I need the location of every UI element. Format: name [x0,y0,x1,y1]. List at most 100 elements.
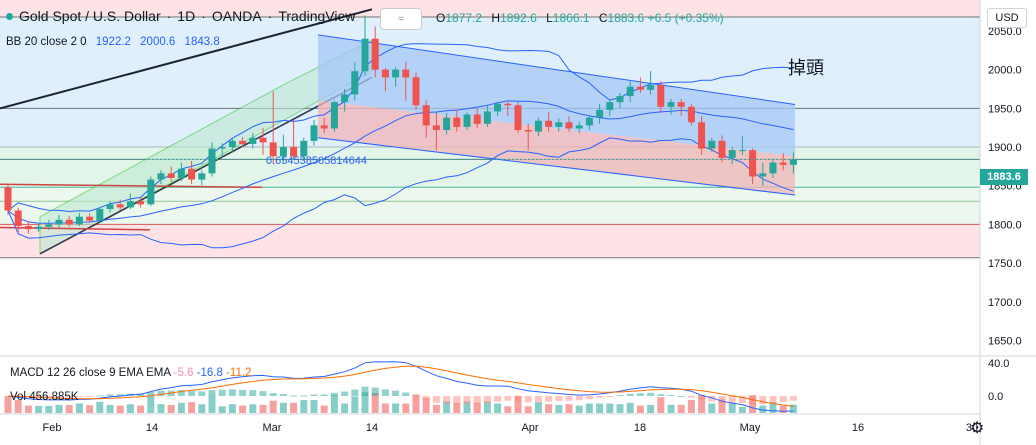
volume-bar [279,402,287,413]
macd-histogram-bar [402,392,410,396]
candle-body [616,95,624,103]
volume-bar [341,403,349,413]
fib-level-label: 0.654538505814644 [266,155,367,167]
price-tick-label: 1800.0 [988,219,1022,231]
volume-bar [402,403,410,413]
volume-bar [698,395,706,413]
macd-histogram-bar [473,396,481,405]
time-tick-label: 30 [966,422,978,434]
candle-body [198,173,206,180]
currency-button[interactable]: USD [987,8,1027,28]
volume-bar [616,404,624,413]
volume-bar [290,402,298,413]
candle-body [392,69,400,78]
candle-body [75,216,83,225]
macd-histogram-bar [361,386,369,396]
candle-body [55,219,63,225]
chart-annotation[interactable]: 掉頭 [788,58,824,78]
bb-label: BB 20 close 2 0 [6,36,87,48]
macd-histogram-bar [524,396,532,403]
volume-bar [483,401,491,413]
macd-histogram-bar [290,395,298,397]
macd-histogram-bar [616,395,624,397]
macd-histogram-bar [626,393,634,396]
candle-body [259,137,267,143]
macd-legend[interactable]: MACD 12 26 close 9 EMA EMA -5.6 -16.8 -1… [10,367,251,379]
candle-body [177,168,185,178]
macd-histogram-bar [310,394,318,396]
candle-body [687,106,695,123]
volume-bar [626,402,634,413]
macd-histogram-bar [769,396,777,404]
bb-lower-band [7,137,794,249]
volume-bar [228,404,236,413]
volume-bar [96,401,104,413]
macd-histogram-bar [239,389,247,396]
macd-histogram-bar [269,393,277,396]
volume-bar [514,395,522,413]
platform-label: TradingView [278,8,356,24]
price-tick-label: 1700.0 [988,297,1022,309]
macd-histogram-bar [259,391,267,396]
candle-body [320,125,328,129]
candle-body [718,140,726,158]
candle-body [647,85,655,90]
candle-body [24,225,32,230]
volume-bar [453,402,461,413]
candle-body [361,38,369,72]
vol-label: Vol [10,391,26,403]
volume-bar [188,402,196,413]
volume-bar [249,404,257,413]
macd-tick-label: 40.0 [988,358,1009,370]
macd-histogram-bar [596,396,604,398]
candle-body [626,86,634,96]
macd-histogram-bar [606,396,614,397]
candle-body [504,103,512,106]
time-tick-label: Apr [521,422,538,434]
symbol-title[interactable]: Gold Spot / U.S. Dollar [19,8,161,24]
candle-body [575,125,583,129]
settings-gear-icon[interactable]: ⚙ [970,420,985,437]
long-trendline [0,8,373,110]
zone-green-light [0,187,980,225]
interval-label[interactable]: 1D [177,8,196,24]
volume-bar [636,405,644,413]
price-tick-label: 1650.0 [988,336,1022,348]
candle-body [106,204,114,209]
macd-histogram-bar [463,396,471,405]
descending-channel-lower [318,100,795,196]
zone-top-red [0,0,980,18]
candle-body [494,103,502,112]
high-label: H [491,11,501,25]
volume-bar [769,402,777,413]
zone-bottom-red [0,224,980,258]
macd-histogram-bar [504,396,512,401]
candle-body [208,148,216,174]
volume-bar [728,403,736,413]
price-tick-label: 1950.0 [988,103,1022,115]
macd-histogram-bar [453,396,461,405]
volume-bar [106,404,114,413]
macd-histogram-bar [381,389,389,396]
volume-bar [585,403,593,413]
volume-bar [45,405,53,413]
volume-bar [657,397,665,413]
macd-histogram-bar [320,394,328,396]
compare-toggle-button[interactable]: ≈ [380,8,422,30]
macd-histogram-bar [759,396,767,405]
open-value: 1877.2 [445,11,483,25]
volume-bar [789,404,797,413]
macd-histogram-bar [483,396,491,404]
candle-body [728,150,736,158]
macd-histogram-bar [228,389,236,396]
bb-legend[interactable]: BB 20 close 2 0 1922.2 2000.6 1843.8 [6,36,226,48]
candle-body [35,226,43,230]
candle-body [443,117,451,131]
volume-legend[interactable]: Vol 456.885K [10,391,78,403]
macd-histogram-bar [443,396,451,404]
macd-histogram-bar [279,394,287,396]
macd-line [7,361,794,412]
volume-bar [667,404,675,413]
volume-bar [504,406,512,413]
